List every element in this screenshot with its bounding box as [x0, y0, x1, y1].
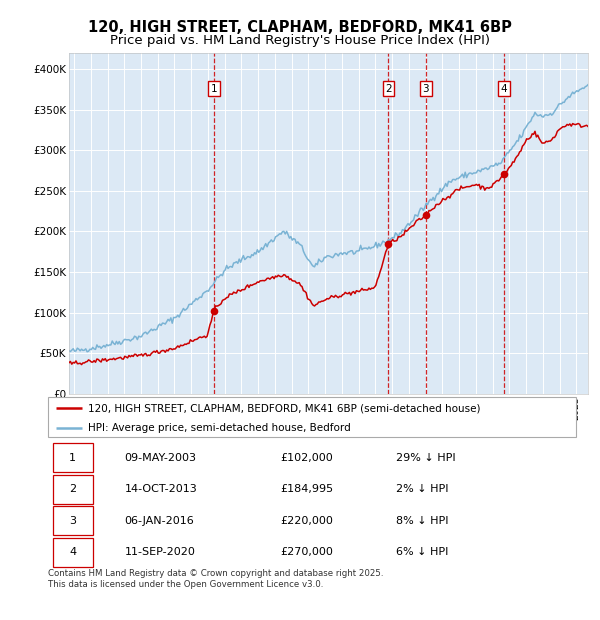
FancyBboxPatch shape	[53, 506, 93, 535]
Text: Price paid vs. HM Land Registry's House Price Index (HPI): Price paid vs. HM Land Registry's House …	[110, 34, 490, 47]
FancyBboxPatch shape	[48, 397, 576, 437]
Text: 120, HIGH STREET, CLAPHAM, BEDFORD, MK41 6BP: 120, HIGH STREET, CLAPHAM, BEDFORD, MK41…	[88, 20, 512, 35]
Text: HPI: Average price, semi-detached house, Bedford: HPI: Average price, semi-detached house,…	[88, 423, 350, 433]
Text: 2: 2	[385, 84, 392, 94]
Text: 8% ↓ HPI: 8% ↓ HPI	[397, 516, 449, 526]
Text: £220,000: £220,000	[280, 516, 333, 526]
FancyBboxPatch shape	[53, 475, 93, 503]
Text: 1: 1	[211, 84, 217, 94]
Text: £102,000: £102,000	[280, 453, 333, 463]
Text: 06-JAN-2016: 06-JAN-2016	[125, 516, 194, 526]
Text: Contains HM Land Registry data © Crown copyright and database right 2025.
This d: Contains HM Land Registry data © Crown c…	[48, 569, 383, 588]
Text: 3: 3	[422, 84, 429, 94]
Text: 2% ↓ HPI: 2% ↓ HPI	[397, 484, 449, 494]
FancyBboxPatch shape	[53, 443, 93, 472]
Text: £270,000: £270,000	[280, 547, 333, 557]
Text: 120, HIGH STREET, CLAPHAM, BEDFORD, MK41 6BP (semi-detached house): 120, HIGH STREET, CLAPHAM, BEDFORD, MK41…	[88, 403, 480, 413]
Text: 2: 2	[69, 484, 76, 494]
Text: 09-MAY-2003: 09-MAY-2003	[125, 453, 197, 463]
Text: 4: 4	[69, 547, 76, 557]
Text: 3: 3	[70, 516, 76, 526]
Text: 6% ↓ HPI: 6% ↓ HPI	[397, 547, 449, 557]
Text: 4: 4	[501, 84, 508, 94]
Text: 14-OCT-2013: 14-OCT-2013	[125, 484, 197, 494]
Text: 29% ↓ HPI: 29% ↓ HPI	[397, 453, 456, 463]
Text: 11-SEP-2020: 11-SEP-2020	[125, 547, 196, 557]
Text: £184,995: £184,995	[280, 484, 334, 494]
FancyBboxPatch shape	[53, 538, 93, 567]
Text: 1: 1	[70, 453, 76, 463]
